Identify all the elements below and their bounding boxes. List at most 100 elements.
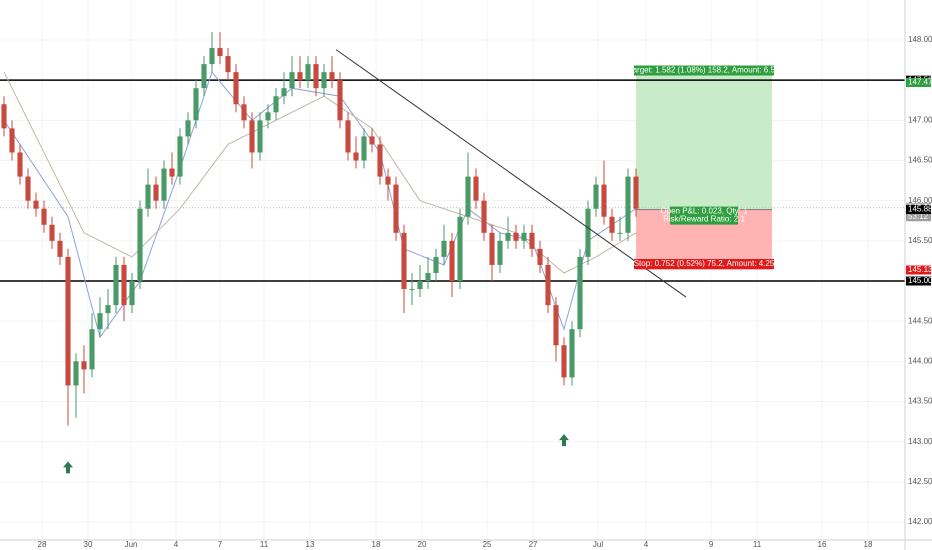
y-tick-label: 144.000	[908, 356, 932, 365]
ratio-label: Risk/Reward Ratio: 2.1	[663, 215, 745, 224]
y-tick-label: 146.000	[908, 196, 932, 205]
stop-label: Stop: 0.752 (0.52%) 75.2, Amount: 4.25	[634, 259, 775, 268]
stop-label-bg	[634, 259, 774, 269]
candle-body	[609, 216, 615, 233]
candle-body	[201, 64, 207, 89]
candle-body	[553, 305, 559, 346]
candle-body	[577, 256, 583, 330]
x-tick-label: 4	[644, 540, 649, 549]
candle-body	[297, 72, 303, 81]
candle-body	[289, 72, 295, 89]
candle-body	[425, 272, 431, 282]
price-badge	[906, 265, 931, 275]
trend-line	[335, 49, 687, 298]
price-axis	[905, 0, 932, 550]
candle-body	[321, 72, 327, 89]
y-tick-label: 144.500	[908, 316, 932, 325]
candle-body	[281, 88, 287, 97]
candle-body	[225, 56, 231, 73]
y-tick-label: 143.500	[908, 397, 932, 406]
candle-body	[25, 176, 31, 201]
x-tick-label: 30	[84, 540, 93, 549]
candle-body	[401, 232, 407, 290]
candle-body	[33, 200, 39, 209]
x-tick-label: 11	[260, 540, 269, 549]
candle-body	[169, 168, 175, 177]
candle-body	[497, 240, 503, 265]
candle-body	[177, 136, 183, 177]
candle-body	[393, 184, 399, 233]
candle-body	[233, 72, 239, 105]
candle-body	[585, 208, 591, 257]
y-tick-label: 145.500	[908, 236, 932, 245]
candle-body	[17, 152, 23, 177]
candle-body	[129, 281, 135, 306]
price-badge	[906, 78, 931, 88]
signal-arrow	[63, 461, 73, 474]
candle-body	[337, 80, 343, 121]
candle-body	[81, 361, 87, 370]
candle-body	[601, 184, 607, 217]
time-axis	[0, 540, 932, 550]
candle-body	[593, 184, 599, 209]
candle-body	[121, 264, 127, 306]
y-tick-label: 142.000	[908, 517, 932, 526]
candle-body	[241, 104, 247, 121]
price-badge	[906, 276, 931, 286]
x-tick-label: 18	[372, 540, 381, 549]
moving-average	[3, 71, 637, 274]
candle-body	[313, 64, 319, 89]
candle-body	[545, 264, 551, 306]
x-tick-label: 27	[529, 540, 538, 549]
x-tick-label: Jun	[125, 540, 138, 549]
candle-body	[409, 289, 415, 291]
y-tick-label: 142.500	[908, 477, 932, 486]
candle-body	[617, 232, 623, 234]
candle-body	[105, 305, 111, 314]
candle-body	[73, 361, 79, 386]
x-tick-label: 13	[306, 540, 315, 549]
x-tick-label: 11	[753, 540, 762, 549]
x-tick-label: 7	[218, 540, 223, 549]
candle-body	[481, 200, 487, 233]
candle-body	[1, 104, 7, 129]
candle-body	[257, 120, 263, 153]
candle-body	[457, 216, 463, 282]
candle-body	[473, 176, 479, 201]
candle-body	[633, 176, 639, 209]
candle-body	[57, 240, 63, 257]
candle-body	[521, 232, 527, 241]
price-badge-label: 145.000	[908, 276, 932, 285]
candle-body	[161, 168, 167, 201]
candle-body	[449, 240, 455, 282]
price-badge-label: 145.137	[908, 265, 932, 274]
candle-body	[369, 136, 375, 145]
y-tick-label: 148.000	[908, 35, 932, 44]
candle-body	[145, 184, 151, 209]
candle-body	[353, 152, 359, 161]
target-zone	[636, 70, 772, 210]
candle-body	[49, 224, 55, 241]
candle-body	[529, 232, 535, 249]
candle-body	[89, 329, 95, 370]
candle-body	[465, 176, 471, 217]
candle-body	[65, 256, 71, 386]
pnl-label: Open P&L: 0.023, Qty: 1	[660, 207, 748, 216]
candle-body	[537, 248, 543, 265]
candle-body	[137, 208, 143, 282]
candle-body	[113, 264, 119, 306]
candle-body	[489, 232, 495, 265]
candle-body	[569, 329, 575, 378]
y-tick-label: 147.000	[908, 115, 932, 124]
price-badge	[906, 205, 931, 215]
target-label: Target: 1.582 (1.08%) 158.2, Amount: 6.5…	[629, 66, 780, 75]
candle-body	[209, 48, 215, 65]
candle-body	[9, 128, 15, 153]
candle-body	[361, 136, 367, 161]
candle-body	[513, 232, 519, 241]
candle-body	[377, 144, 383, 177]
candle-body	[265, 112, 271, 121]
candle-body	[561, 345, 567, 378]
candle-body	[193, 88, 199, 121]
